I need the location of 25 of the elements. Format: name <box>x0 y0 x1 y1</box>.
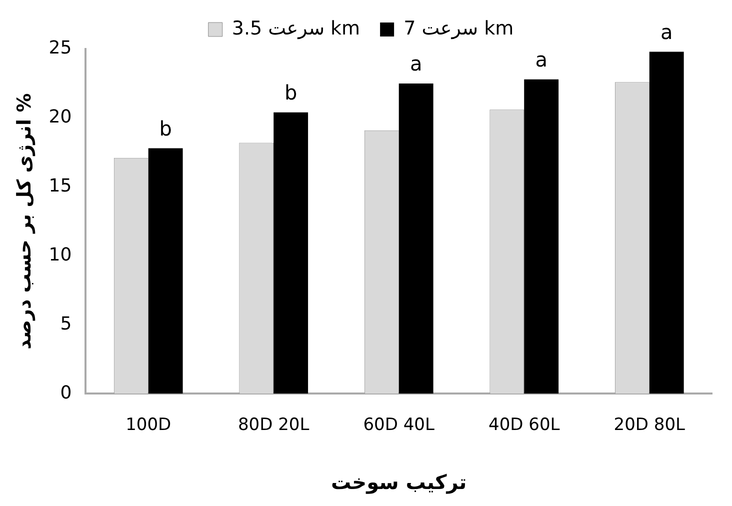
legend-label: سرعت 3.5 km <box>232 17 360 40</box>
annotation: a <box>410 52 422 76</box>
annotation: b <box>159 116 172 140</box>
y-tick-label: 0 <box>60 382 72 404</box>
y-tick-label: 10 <box>48 244 72 266</box>
bar <box>148 148 183 394</box>
y-tick-label: 15 <box>48 176 72 197</box>
legend-label: سرعت 7 km <box>404 17 514 40</box>
bar <box>524 79 559 394</box>
bar <box>649 52 684 394</box>
annotation: b <box>284 80 298 105</box>
annotation: a <box>660 20 673 44</box>
x-tick-label: 40D 60L <box>488 415 560 436</box>
y-tick-label: 5 <box>60 313 72 334</box>
x-axis-title: ترکیب سوخت <box>331 470 467 494</box>
y-axis-title: انرژی کل بر حسب درصد % <box>13 93 36 350</box>
x-tick-label: 80D 20L <box>238 415 310 436</box>
y-tick-label: 25 <box>48 38 72 59</box>
bar <box>398 83 434 394</box>
bar <box>274 112 308 394</box>
annotation: a <box>535 48 548 72</box>
x-tick-label: 60D 40L <box>363 415 435 436</box>
x-tick-label: 100D <box>126 415 172 436</box>
x-tick-label: 20D 80L <box>614 415 686 436</box>
y-tick-label: 20 <box>48 106 72 128</box>
